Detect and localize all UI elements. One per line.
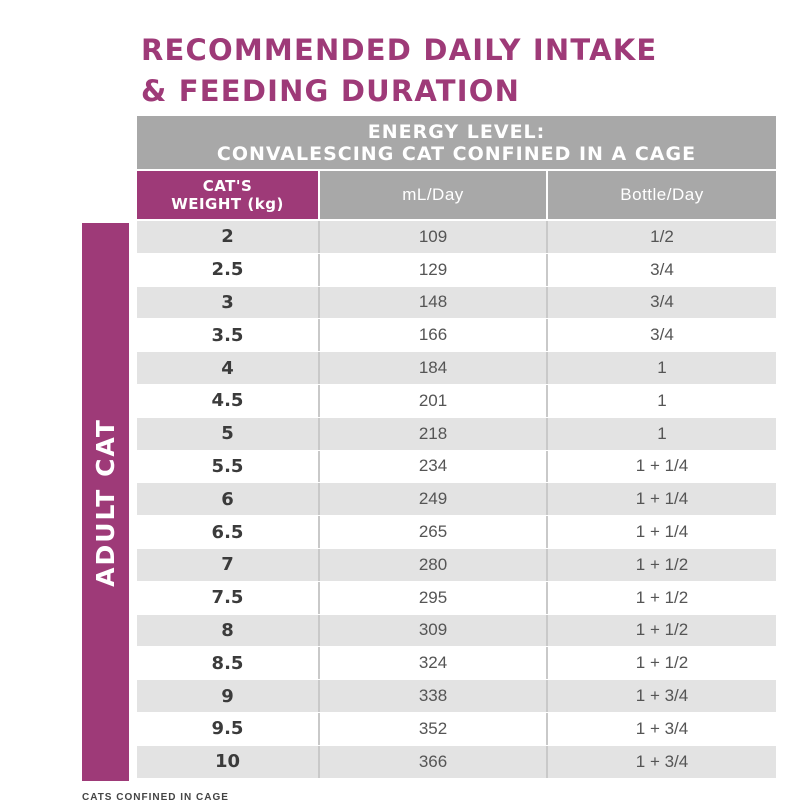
weight-header-line-1: CAT'S <box>202 177 253 195</box>
weight-cell: 8.5 <box>137 647 320 680</box>
bottle-per-day-cell: 3/4 <box>650 325 674 345</box>
weight-cell: 10 <box>137 745 320 778</box>
bottle-per-day-cell: 1 + 3/4 <box>635 751 689 771</box>
weight-cell: 2 <box>137 221 320 253</box>
weight-cell: 3 <box>137 286 320 319</box>
bottle-per-day-cell: 1/2 <box>650 226 674 246</box>
table-row: 4.5 201 1 <box>137 384 776 418</box>
energy-level-header: ENERGY LEVEL: CONVALESCING CAT CONFINED … <box>137 116 776 171</box>
ml-per-day-cell: 148 <box>320 286 548 319</box>
bottle-per-day-cell: 1 <box>657 390 667 410</box>
title-line-1: RECOMMENDED DAILY INTAKE <box>141 33 658 67</box>
bottle-per-day-cell: 1 + 3/4 <box>635 718 689 738</box>
ml-per-day-cell: 129 <box>320 253 548 286</box>
table-body: 2 109 1/2 2.5 129 3/4 3 148 3/4 3.5 166 3/4 4 184 1 4.5… <box>137 221 776 779</box>
ml-per-day-cell: 366 <box>320 745 548 778</box>
table-row: 9 338 1 + 3/4 <box>137 680 776 713</box>
ml-per-day-cell: 338 <box>320 680 548 712</box>
weight-cell: 6 <box>137 483 320 516</box>
weight-cell: 9.5 <box>137 712 320 745</box>
weight-header-line-2: WEIGHT (kg) <box>171 195 284 213</box>
weight-cell: 4.5 <box>137 384 320 417</box>
bottle-per-day-cell: 1 + 1/2 <box>635 554 689 574</box>
bottle-per-day-cell: 1 <box>657 423 667 443</box>
table-row: 9.5 352 1 + 3/4 <box>137 712 776 746</box>
ml-per-day-cell: 265 <box>320 516 548 548</box>
feeding-table: ENERGY LEVEL: CONVALESCING CAT CONFINED … <box>137 116 776 779</box>
table-row: 5 218 1 <box>137 417 776 451</box>
footnote: CATS CONFINED IN CAGE <box>82 792 229 800</box>
ml-per-day-cell: 249 <box>320 483 548 516</box>
table-row: 8 309 1 + 1/2 <box>137 614 776 648</box>
ml-per-day-cell: 234 <box>320 450 548 483</box>
table-row: 2.5 129 3/4 <box>137 253 776 287</box>
energy-header-line-2: CONVALESCING CAT CONFINED IN A CAGE <box>216 142 697 165</box>
bottle-per-day-cell: 3/4 <box>650 259 674 279</box>
ml-per-day-cell: 309 <box>320 614 548 647</box>
adult-cat-side-label: ADULT CAT <box>82 223 129 781</box>
ml-per-day-cell: 280 <box>320 548 548 581</box>
weight-cell: 8 <box>137 614 320 647</box>
bottle-per-day-cell: 1 + 1/4 <box>635 456 689 476</box>
ml-per-day-cell: 324 <box>320 647 548 680</box>
table-row: 5.5 234 1 + 1/4 <box>137 450 776 484</box>
table-row: 7 280 1 + 1/2 <box>137 548 776 582</box>
weight-cell: 5 <box>137 417 320 450</box>
table-row: 8.5 324 1 + 1/2 <box>137 647 776 681</box>
column-header-weight: CAT'S WEIGHT (kg) <box>137 171 320 219</box>
bottle-per-day-cell: 1 + 1/2 <box>635 587 689 607</box>
weight-cell: 9 <box>137 680 320 712</box>
column-header-bottle-per-day: Bottle/Day <box>548 171 776 219</box>
table-row: 6.5 265 1 + 1/4 <box>137 516 776 549</box>
ml-per-day-cell: 218 <box>320 417 548 450</box>
title-line-2: & FEEDING DURATION <box>141 74 521 108</box>
table-row: 4 184 1 <box>137 352 776 385</box>
weight-cell: 4 <box>137 352 320 384</box>
ml-per-day-cell: 166 <box>320 319 548 352</box>
weight-cell: 6.5 <box>137 516 320 548</box>
bottle-per-day-cell: 1 + 1/4 <box>635 522 689 542</box>
ml-per-day-cell: 295 <box>320 581 548 614</box>
table-row: 10 366 1 + 3/4 <box>137 745 776 779</box>
ml-per-day-cell: 352 <box>320 712 548 745</box>
bottle-per-day-cell: 1 <box>657 358 667 378</box>
ml-per-day-cell: 201 <box>320 384 548 417</box>
ml-per-day-cell: 109 <box>320 221 548 253</box>
weight-cell: 2.5 <box>137 253 320 286</box>
energy-header-line-1: ENERGY LEVEL: <box>367 120 546 143</box>
bottle-per-day-cell: 1 + 3/4 <box>635 686 689 706</box>
table-row: 6 249 1 + 1/4 <box>137 483 776 517</box>
weight-cell: 5.5 <box>137 450 320 483</box>
weight-cell: 7.5 <box>137 581 320 614</box>
weight-cell: 7 <box>137 548 320 581</box>
table-row: 3 148 3/4 <box>137 286 776 320</box>
page-title: RECOMMENDED DAILY INTAKE & FEEDING DURAT… <box>141 30 741 112</box>
bottle-per-day-cell: 1 + 1/2 <box>635 653 689 673</box>
table-row: 2 109 1/2 <box>137 221 776 254</box>
ml-per-day-cell: 184 <box>320 352 548 384</box>
table-row: 7.5 295 1 + 1/2 <box>137 581 776 615</box>
column-header-row: CAT'S WEIGHT (kg) mL/Day Bottle/Day <box>137 171 776 221</box>
bottle-per-day-cell: 3/4 <box>650 292 674 312</box>
table-row: 3.5 166 3/4 <box>137 319 776 353</box>
bottle-per-day-cell: 1 + 1/2 <box>635 620 689 640</box>
side-label-text: ADULT CAT <box>91 417 121 587</box>
column-header-ml-per-day: mL/Day <box>320 171 548 219</box>
weight-cell: 3.5 <box>137 319 320 352</box>
bottle-per-day-cell: 1 + 1/4 <box>635 489 689 509</box>
